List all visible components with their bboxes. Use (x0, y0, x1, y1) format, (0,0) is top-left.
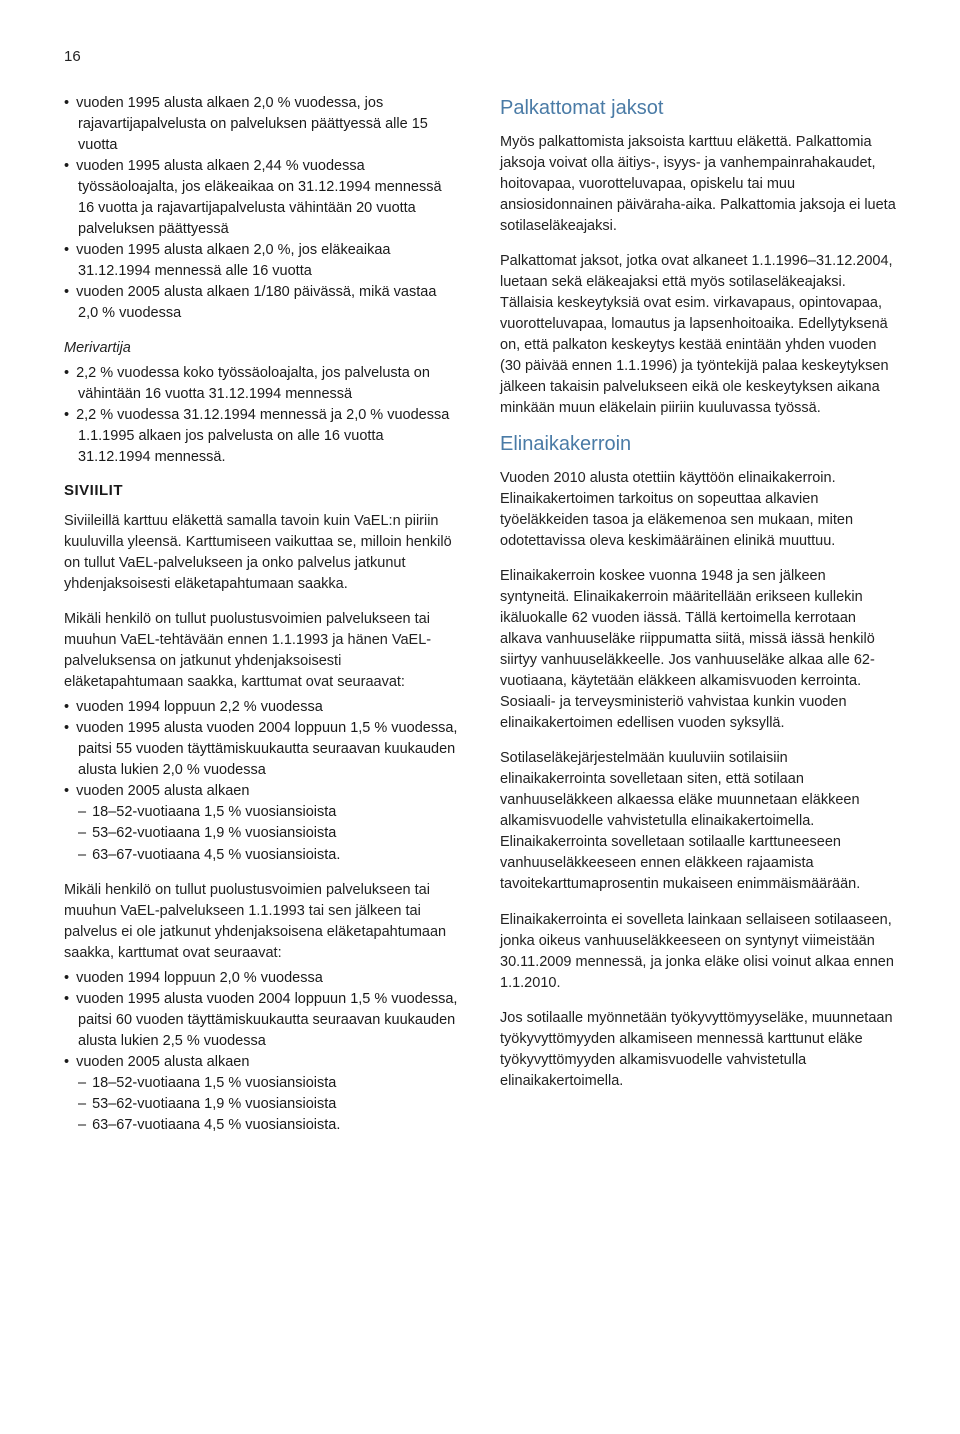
bullet-list-2: 2,2 % vuodessa koko työssäoloajalta, jos… (64, 363, 460, 468)
bullet-list-4: vuoden 1994 loppuun 2,0 % vuodessa vuode… (64, 968, 460, 1136)
list-item: vuoden 2005 alusta alkaen (64, 781, 460, 802)
siviilit-heading: SIVIILIT (64, 482, 460, 499)
palkattomat-heading: Palkattomat jaksot (500, 97, 896, 120)
list-item: 18–52-vuotiaana 1,5 % vuosiansioista (78, 802, 460, 823)
list-item: 2,2 % vuodessa 31.12.1994 mennessä ja 2,… (64, 405, 460, 468)
body-paragraph: Palkattomat jaksot, jotka ovat alkaneet … (500, 251, 896, 419)
bullet-list-1: vuoden 1995 alusta alkaen 2,0 % vuodessa… (64, 93, 460, 324)
body-paragraph: Mikäli henkilö on tullut puolustusvoimie… (64, 609, 460, 693)
body-paragraph: Vuoden 2010 alusta otettiin käyttöön eli… (500, 468, 896, 552)
sub-bullet-list-3: 18–52-vuotiaana 1,5 % vuosiansioista 53–… (78, 802, 460, 865)
body-paragraph: Elinaikakerrointa ei sovelleta lainkaan … (500, 910, 896, 994)
list-item: 53–62-vuotiaana 1,9 % vuosiansioista (78, 823, 460, 844)
body-paragraph: Elinaikakerroin koskee vuonna 1948 ja se… (500, 566, 896, 734)
list-item: 53–62-vuotiaana 1,9 % vuosiansioista (78, 1094, 460, 1115)
page-number: 16 (64, 48, 896, 65)
body-paragraph: Sotilaseläkejärjestelmään kuuluviin soti… (500, 748, 896, 895)
left-column: vuoden 1995 alusta alkaen 2,0 % vuodessa… (64, 93, 460, 1136)
list-item: 18–52-vuotiaana 1,5 % vuosiansioista (78, 1073, 460, 1094)
sub-bullet-list-4: 18–52-vuotiaana 1,5 % vuosiansioista 53–… (78, 1073, 460, 1136)
body-paragraph: Siviileillä karttuu eläkettä samalla tav… (64, 511, 460, 595)
list-item: vuoden 1994 loppuun 2,0 % vuodessa (64, 968, 460, 989)
bullet-list-3: vuoden 1994 loppuun 2,2 % vuodessa vuode… (64, 697, 460, 865)
sublist-wrapper: 18–52-vuotiaana 1,5 % vuosiansioista 53–… (64, 802, 460, 865)
list-item: vuoden 2005 alusta alkaen 1/180 päivässä… (64, 282, 460, 324)
list-item: vuoden 1995 alusta alkaen 2,0 % vuodessa… (64, 93, 460, 156)
merivartija-label: Merivartija (64, 338, 460, 359)
list-item: 63–67-vuotiaana 4,5 % vuosiansioista. (78, 845, 460, 866)
body-paragraph: Jos sotilaalle myönnetään työkyvyttömyys… (500, 1008, 896, 1092)
list-item: 63–67-vuotiaana 4,5 % vuosiansioista. (78, 1115, 460, 1136)
body-paragraph: Myös palkattomista jaksoista karttuu elä… (500, 132, 896, 237)
list-item: vuoden 1994 loppuun 2,2 % vuodessa (64, 697, 460, 718)
sublist-wrapper: 18–52-vuotiaana 1,5 % vuosiansioista 53–… (64, 1073, 460, 1136)
elinaikakerroin-heading: Elinaikakerroin (500, 433, 896, 456)
list-item: vuoden 1995 alusta alkaen 2,0 %, jos elä… (64, 240, 460, 282)
list-item: vuoden 1995 alusta vuoden 2004 loppuun 1… (64, 718, 460, 781)
body-paragraph: Mikäli henkilö on tullut puolustusvoimie… (64, 880, 460, 964)
list-item: vuoden 1995 alusta vuoden 2004 loppuun 1… (64, 989, 460, 1052)
right-column: Palkattomat jaksot Myös palkattomista ja… (500, 93, 896, 1136)
list-item: vuoden 2005 alusta alkaen (64, 1052, 460, 1073)
list-item: vuoden 1995 alusta alkaen 2,44 % vuodess… (64, 156, 460, 240)
list-item: 2,2 % vuodessa koko työssäoloajalta, jos… (64, 363, 460, 405)
